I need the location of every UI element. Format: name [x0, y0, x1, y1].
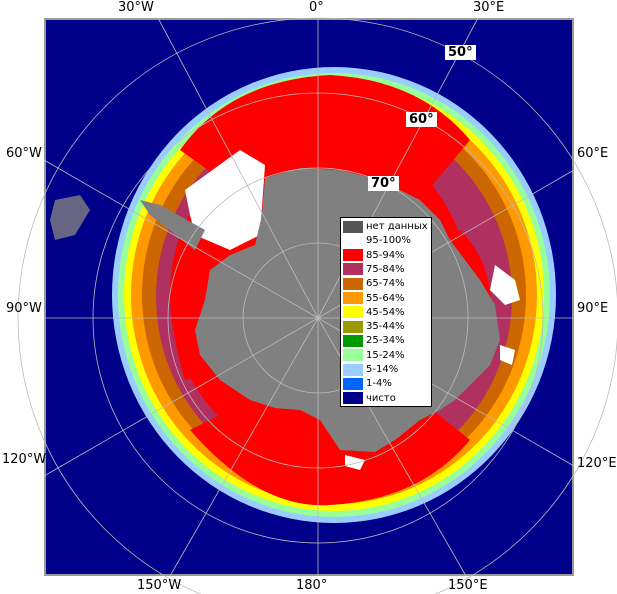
legend-swatch	[343, 234, 363, 247]
legend: нет данных 95-100% 85-94% 75-84% 65-74% 55-64…	[340, 217, 432, 407]
legend-swatch	[343, 220, 363, 233]
label-150w-bottom: 150°W	[137, 578, 182, 593]
legend-label: чисто	[366, 392, 396, 404]
legend-swatch	[343, 249, 363, 262]
label-30w-top: 30°W	[118, 0, 154, 15]
meridians	[43, 17, 575, 577]
label-60e: 60°E	[577, 146, 609, 161]
legend-label: 35-44%	[366, 321, 405, 333]
legend-item: 15-24%	[343, 349, 405, 362]
label-lat-70: 70°	[368, 176, 399, 191]
legend-label: 15-24%	[366, 349, 405, 361]
legend-label: 65-74%	[366, 278, 405, 290]
legend-label: 1-4%	[366, 378, 392, 390]
legend-label: 5-14%	[366, 364, 399, 375]
label-30e-top: 30°E	[473, 0, 505, 15]
ice-white-east-2	[500, 345, 515, 365]
legend-label: 55-64%	[366, 292, 405, 304]
legend-label: 45-54%	[366, 306, 405, 318]
label-180-bottom: 180°	[296, 578, 328, 593]
legend-item: 55-64%	[343, 292, 405, 305]
label-lat-60: 60°	[406, 112, 437, 127]
legend-item: 45-54%	[343, 306, 405, 319]
legend-swatch	[343, 392, 363, 405]
label-120e: 120°E	[577, 456, 617, 471]
label-60w: 60°W	[6, 146, 42, 161]
legend-label: 85-94%	[366, 249, 405, 261]
legend-item: 5-14%	[343, 363, 398, 376]
legend-item: 65-74%	[343, 277, 405, 290]
label-120w: 120°W	[2, 452, 47, 467]
legend-item: 1-4%	[343, 377, 392, 390]
legend-swatch	[343, 377, 363, 390]
ice-white-east-1	[490, 265, 520, 305]
legend-item: 25-34%	[343, 334, 405, 347]
legend-swatch	[343, 277, 363, 290]
legend-item: нет данных	[343, 220, 428, 233]
legend-item: чисто	[343, 392, 396, 405]
legend-label: 75-84%	[366, 263, 405, 275]
legend-swatch	[343, 349, 363, 362]
legend-swatch	[343, 263, 363, 276]
legend-item: 35-44%	[343, 320, 405, 333]
legend-item: 95-100%	[343, 234, 411, 247]
legend-item: 75-84%	[343, 263, 405, 276]
label-150e-bottom: 150°E	[448, 578, 488, 593]
legend-swatch	[343, 306, 363, 319]
label-lat-50: 50°	[445, 45, 476, 60]
label-90w: 90°W	[6, 301, 42, 316]
legend-swatch	[343, 320, 363, 333]
legend-swatch	[343, 292, 363, 304]
legend-swatch	[343, 334, 363, 347]
legend-swatch	[343, 363, 363, 376]
legend-label: 25-34%	[366, 335, 405, 347]
label-0-top: 0°	[309, 0, 324, 15]
legend-label: нет данных	[366, 221, 428, 232]
antarctic-peninsula	[140, 200, 205, 250]
legend-item: 85-94%	[343, 249, 405, 262]
ice-white-south	[345, 455, 365, 470]
no-data-patch	[50, 195, 90, 240]
label-90e: 90°E	[577, 301, 609, 316]
legend-label: 95-100%	[366, 235, 411, 247]
